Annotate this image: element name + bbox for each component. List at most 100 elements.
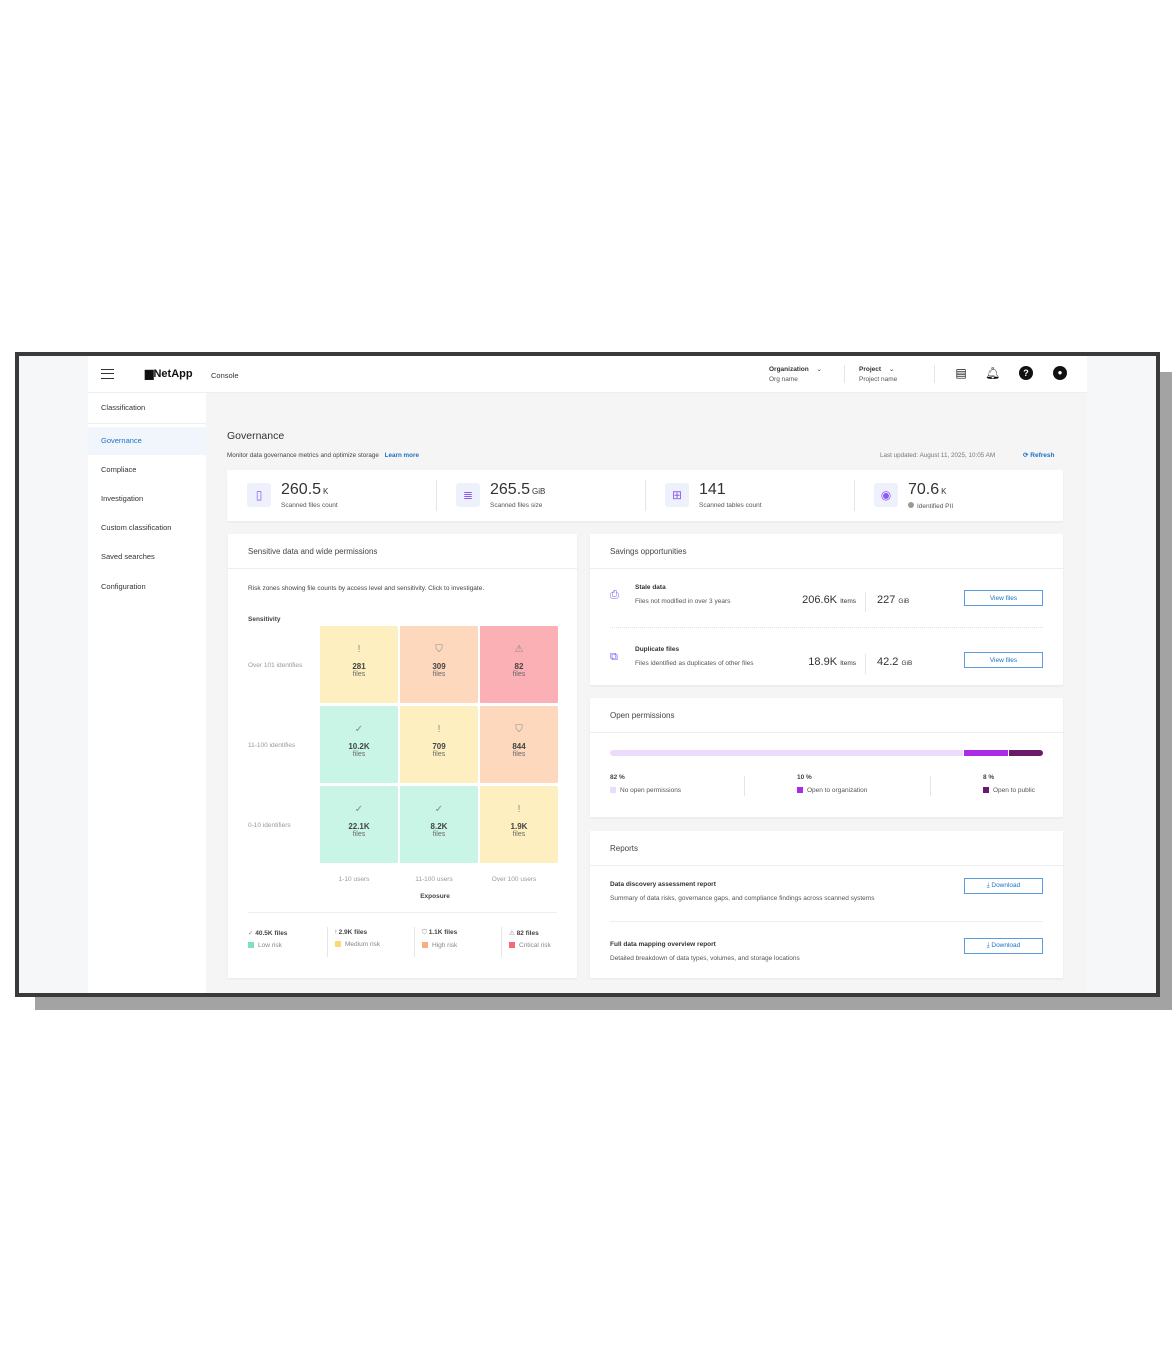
card-title: Open permissions	[590, 698, 1063, 733]
risk-cell-high[interactable]: ⛉ 844 files	[480, 706, 558, 783]
stat-value: 265.5 GiB	[490, 481, 546, 498]
legend-label: Critical risk	[519, 942, 551, 949]
console-label: Console	[211, 371, 239, 380]
cell-unit: files	[432, 751, 446, 758]
permissions-bar	[610, 750, 1043, 756]
project-value: Project name	[859, 376, 898, 383]
legend-count: 1.1K files	[428, 929, 458, 936]
risk-cell-high[interactable]: ⛉ 309 files	[400, 626, 478, 703]
card-title: Savings opportunities	[590, 534, 1063, 569]
savings-item-desc: Files identified as duplicates of other …	[635, 660, 754, 667]
permission-label: Open to organization	[807, 787, 868, 794]
bell-icon[interactable]: 🔔︎	[985, 366, 1001, 380]
stat-1: ≣ 265.5 GiB Scanned files size	[436, 470, 645, 521]
divider	[610, 627, 1043, 628]
refresh-label: Refresh	[1030, 452, 1055, 459]
risk-cell-low[interactable]: ✓ 22.1K files	[320, 786, 398, 863]
risk-cell-low[interactable]: ✓ 8.2K files	[400, 786, 478, 863]
cell-unit: files	[432, 671, 446, 678]
sidebar-item-saved-searches[interactable]: Saved searches	[101, 552, 155, 561]
permission-percent: 82 %	[610, 774, 625, 781]
stat-value: 141	[699, 481, 726, 498]
download-icon: ⤓	[986, 942, 990, 949]
divider	[930, 776, 931, 796]
risk-cell-critical[interactable]: ⚠ 82 files	[480, 626, 558, 703]
pii-icon: ◉	[874, 483, 898, 507]
column-label: Over 100 users	[491, 876, 537, 883]
reports-card: Reports Data discovery assessment report…	[590, 831, 1063, 978]
risk-cell-low[interactable]: ✓ 10.2K files	[320, 706, 398, 783]
divider	[414, 927, 415, 957]
risk-cell-medium[interactable]: ! 281 files	[320, 626, 398, 703]
org-value: Org name	[769, 376, 798, 383]
sidebar-item-investigation[interactable]: Investigation	[101, 494, 144, 503]
report-desc: Summary of data risks, governance gaps, …	[610, 895, 875, 902]
legend-label: Medium risk	[345, 941, 381, 948]
legend-label: High risk	[432, 942, 458, 949]
savings-item-desc: Files not modified in over 3 years	[635, 598, 731, 605]
cell-unit: files	[352, 751, 366, 758]
savings-card: Savings opportunities ⎙ Stale data Files…	[590, 534, 1063, 685]
learn-more-link[interactable]: Learn more	[384, 452, 419, 459]
report-title: Full data mapping overview report	[610, 941, 716, 948]
shield-icon: ⛉	[515, 724, 523, 735]
app-window: ▆NetApp Console Organization ⌄ Org name …	[88, 356, 1087, 993]
sidebar-item-configuration[interactable]: Configuration	[101, 582, 146, 591]
legend-item-medium: ! 2.9K files Medium risk	[335, 929, 380, 948]
view-files-button[interactable]: View files	[964, 590, 1043, 606]
report-desc: Detailed breakdown of data types, volume…	[610, 955, 800, 962]
cell-count: 844	[512, 742, 526, 751]
screenshot-frame: ▆NetApp Console Organization ⌄ Org name …	[15, 352, 1160, 997]
sidebar-item-custom-classification[interactable]: Custom classification	[101, 523, 172, 532]
view-files-button[interactable]: View files	[964, 652, 1043, 668]
stat-label: Identified PII	[908, 502, 953, 510]
stale-data-icon: ⎙	[610, 589, 619, 601]
app-name: NetApp	[153, 368, 193, 380]
stats-card: ▯ 260.5 K Scanned files count ≣ 265.5 GiB …	[227, 470, 1063, 521]
netapp-logo[interactable]: ▆NetApp	[145, 367, 193, 380]
download-button[interactable]: ⤓ Download	[964, 938, 1043, 954]
project-selector[interactable]: Project ⌄ Project name	[859, 365, 897, 385]
divider	[854, 480, 855, 511]
risk-cell-medium[interactable]: ! 709 files	[400, 706, 478, 783]
sidebar-item-governance[interactable]: Governance	[88, 427, 206, 455]
legend-swatch	[509, 942, 515, 948]
check-circle-icon: ✓	[354, 724, 364, 735]
sidebar: Classification Governance Compliace Inve…	[88, 393, 206, 993]
legend-item-high: ⛉ 1.1K files High risk	[422, 929, 457, 949]
hamburger-menu-icon[interactable]	[101, 369, 114, 379]
permission-segment	[964, 750, 1008, 756]
permission-percent: 10 %	[797, 774, 812, 781]
info-circle-icon: !	[335, 929, 337, 936]
cell-count: 10.2K	[348, 742, 370, 751]
table-icon: ⊞	[665, 483, 689, 507]
organization-selector[interactable]: Organization ⌄ Org name	[769, 365, 822, 385]
cell-count: 709	[432, 742, 446, 751]
sidebar-item-compliance[interactable]: Compliace	[101, 465, 137, 474]
row-label: 0-10 identifiers	[248, 822, 291, 829]
divider	[865, 654, 866, 674]
savings-item-title: Duplicate files	[635, 646, 680, 653]
divider	[645, 480, 646, 511]
permission-percent: 8 %	[983, 774, 995, 781]
divider	[248, 912, 557, 913]
download-button[interactable]: ⤓ Download	[964, 878, 1043, 894]
chevron-down-icon: ⌄	[888, 366, 895, 373]
cell-count: 82	[514, 662, 524, 671]
shield-icon: ⛉	[435, 644, 443, 655]
info-circle-icon: !	[517, 804, 521, 815]
legend-count: 82 files	[516, 930, 539, 937]
permission-label: Open to public	[993, 787, 1035, 794]
help-icon[interactable]: ?	[1019, 366, 1033, 380]
refresh-button[interactable]: ⟳ Refresh	[1023, 451, 1054, 459]
column-label: 11-100 users	[415, 876, 453, 883]
workspace-connector-icon[interactable]: ▤	[955, 366, 967, 380]
subtitle-text: Monitor data governance metrics and opti…	[227, 452, 379, 459]
cell-unit: files	[432, 831, 446, 838]
savings-items-count: 206.6K Items	[802, 594, 856, 606]
stat-0: ▯ 260.5 K Scanned files count	[227, 470, 436, 521]
risk-cell-medium[interactable]: ! 1.9K files	[480, 786, 558, 863]
user-account-icon[interactable]: ●	[1053, 366, 1067, 380]
page-subtitle: Monitor data governance metrics and opti…	[227, 452, 419, 459]
sidebar-item-classification[interactable]: Classification	[101, 403, 146, 412]
